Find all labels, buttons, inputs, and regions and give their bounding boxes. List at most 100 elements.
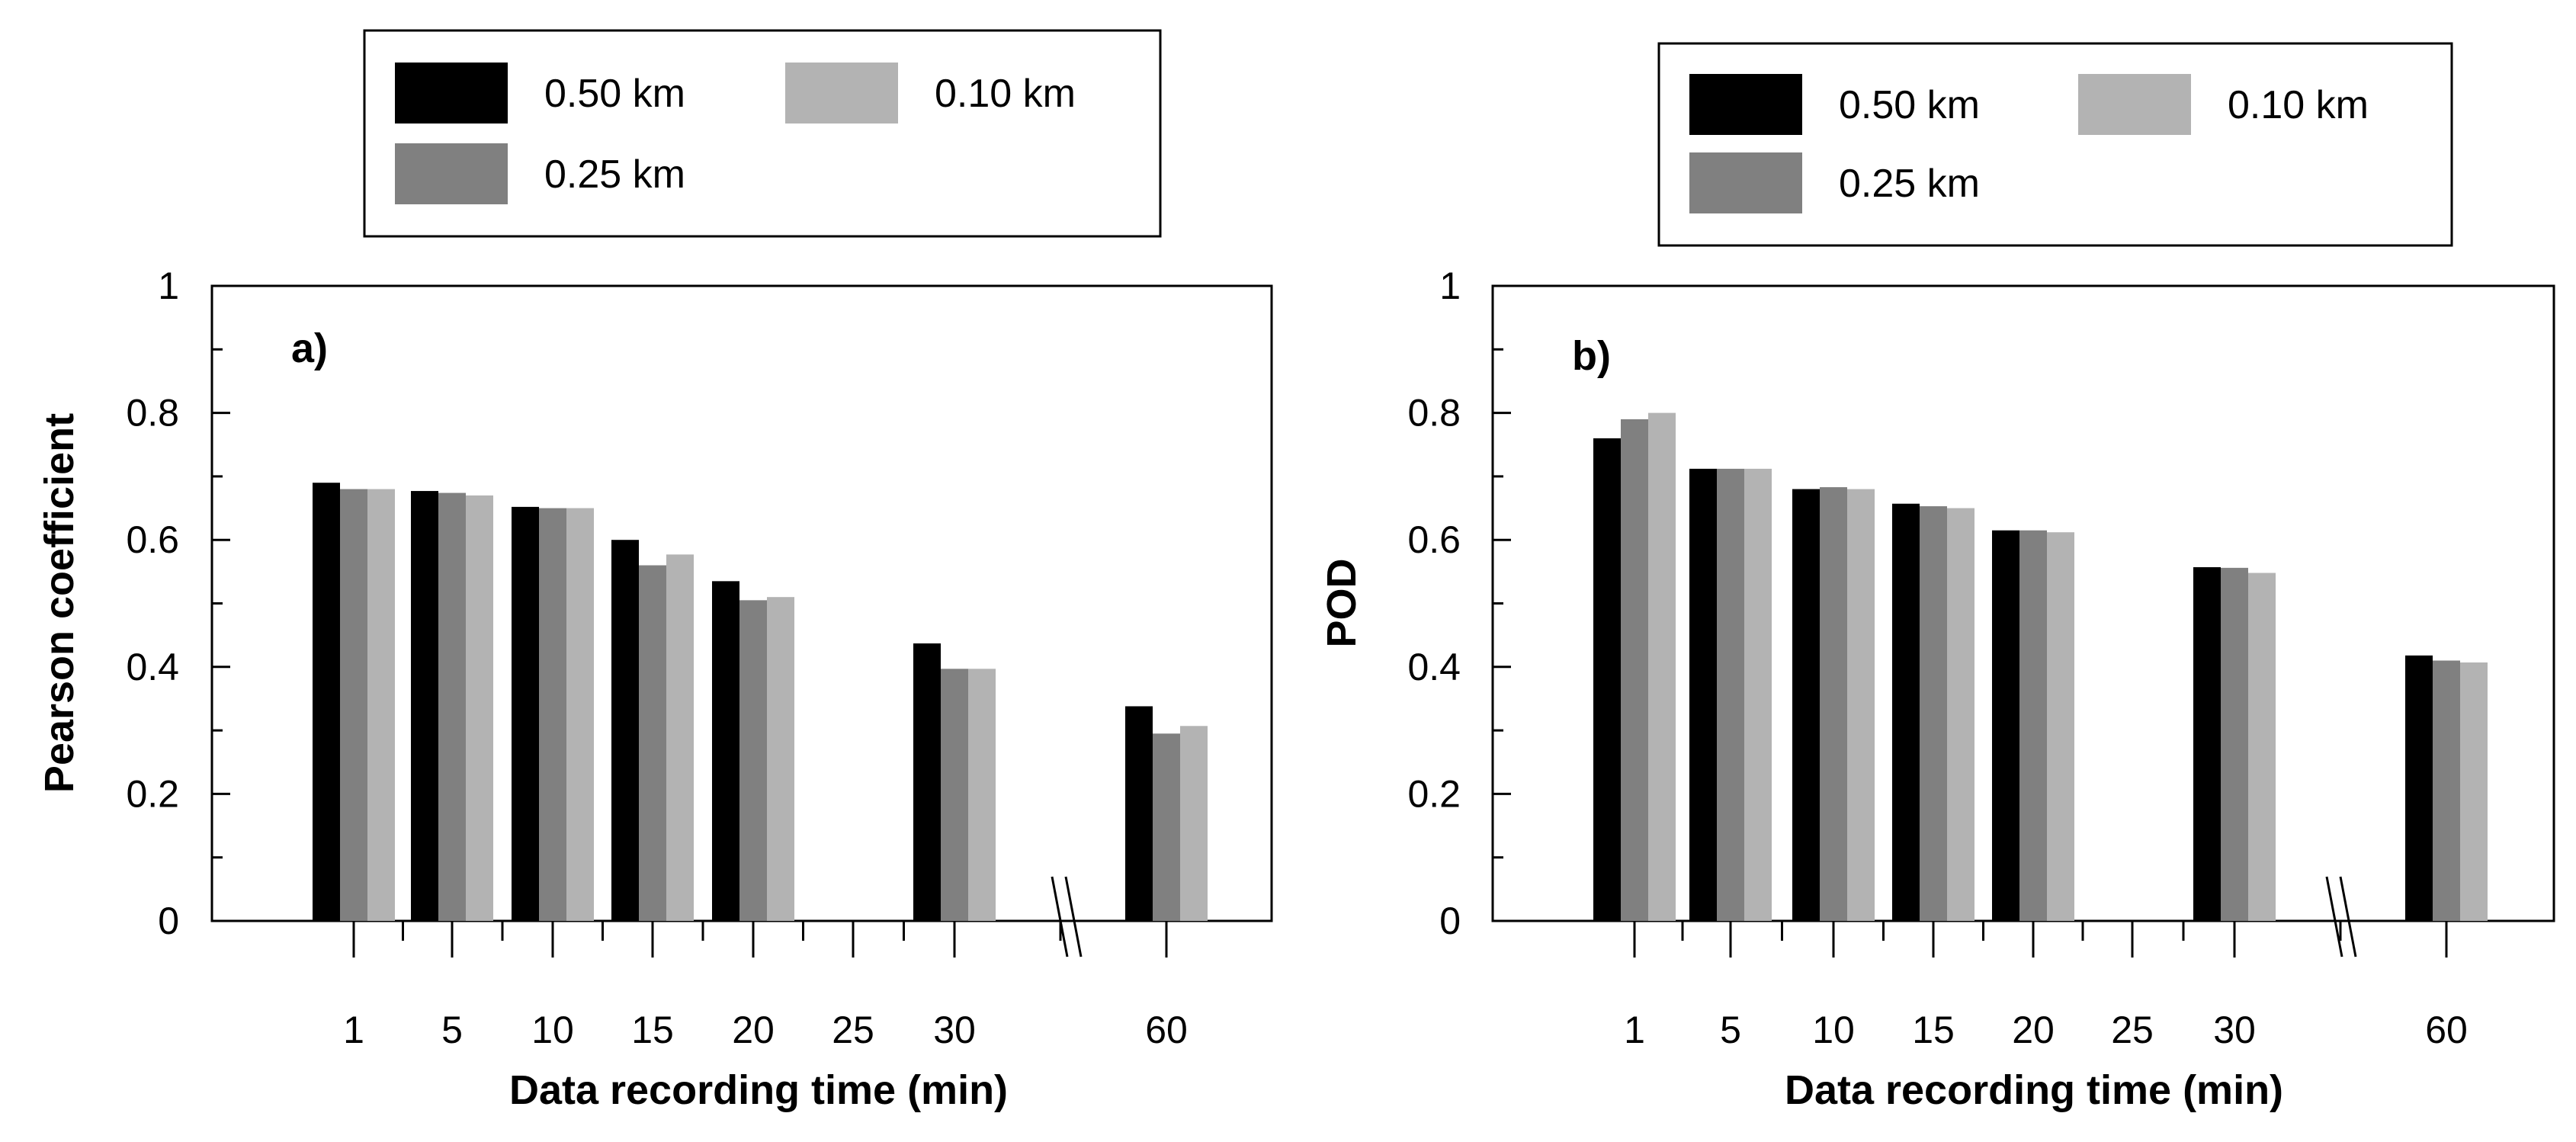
bar-30min-050km <box>2193 567 2221 921</box>
x-tick-label: 25 <box>832 1009 874 1051</box>
bar-30min-025km <box>2221 567 2248 921</box>
bar-20min-010km <box>767 597 794 921</box>
legend-box <box>1657 42 2453 247</box>
bar-15min-025km <box>639 565 666 921</box>
bar-1min-010km <box>367 489 395 921</box>
y-tick-label: 1 <box>1439 265 1461 307</box>
bar-group <box>313 483 1208 921</box>
bar-5min-025km <box>1717 468 1744 921</box>
chart-panel-b: 0.50 km 0.25 km 0.10 km 0 0.2 0.4 0.6 0.8 1 1… <box>1319 42 2555 1113</box>
legend-swatch-010km <box>785 63 898 124</box>
x-tick-label: 1 <box>343 1009 364 1051</box>
legend-label-025km: 0.25 km <box>1839 162 1980 206</box>
bar-15min-010km <box>1947 508 1975 921</box>
bar-5min-010km <box>1744 468 1772 921</box>
y-axis-ticks: 0 0.2 0.4 0.6 0.8 1 <box>1407 265 1511 942</box>
legend-label-050km: 0.50 km <box>544 72 685 116</box>
bar-60min-010km <box>1180 726 1208 921</box>
y-tick-label: 0.8 <box>1407 392 1461 435</box>
bar-15min-050km <box>611 540 639 921</box>
legend-swatch-025km <box>395 143 508 204</box>
panel-label: b) <box>1572 333 1611 379</box>
x-tick-label: 60 <box>2425 1009 2468 1051</box>
y-tick-label: 0 <box>1439 900 1461 942</box>
bar-60min-025km <box>1153 733 1180 921</box>
y-tick-label: 0.2 <box>1407 772 1461 815</box>
x-tick-label: 5 <box>441 1009 463 1051</box>
bar-15min-010km <box>666 554 694 921</box>
x-tick-label: 15 <box>631 1009 674 1051</box>
bar-20min-010km <box>2047 532 2074 921</box>
x-tick-label: 25 <box>2111 1009 2154 1051</box>
bar-20min-050km <box>1992 530 2019 921</box>
bar-15min-025km <box>1920 506 1947 921</box>
bar-1min-025km <box>1621 419 1648 921</box>
axis-break-mark <box>1051 876 1083 958</box>
bar-group <box>1593 412 2488 921</box>
legend-label-010km: 0.10 km <box>2228 83 2369 127</box>
legend: 0.50 km 0.25 km 0.10 km <box>1657 42 2453 247</box>
y-tick-label: 1 <box>158 265 179 307</box>
bar-1min-025km <box>340 489 367 921</box>
bar-20min-025km <box>2019 530 2047 921</box>
bar-15min-050km <box>1892 503 1920 921</box>
x-tick-label: 10 <box>1812 1009 1855 1051</box>
bar-5min-010km <box>466 495 493 921</box>
chart-panel-a: 0.50 km 0.25 km 0.10 km 0 0.2 0.4 0.6 0.8 1 1… <box>37 29 1273 1113</box>
bar-10min-025km <box>539 508 566 921</box>
bar-1min-010km <box>1648 412 1676 921</box>
x-axis-ticks: 1 5 10 15 20 25 30 60 <box>1624 921 2468 1051</box>
legend-label-050km: 0.50 km <box>1839 83 1980 127</box>
bar-10min-050km <box>1792 489 1820 921</box>
x-tick-label: 1 <box>1624 1009 1645 1051</box>
y-tick-label: 0.4 <box>126 646 179 688</box>
x-axis-title: Data recording time (min) <box>1785 1067 2283 1113</box>
x-tick-label: 30 <box>2213 1009 2256 1051</box>
legend-swatch-025km <box>1689 152 1802 213</box>
panel-label: a) <box>291 326 328 371</box>
bar-60min-025km <box>2433 660 2460 921</box>
legend-swatch-050km <box>395 63 508 124</box>
y-tick-label: 0.4 <box>1407 646 1461 688</box>
y-axis-title: POD <box>1319 558 1365 647</box>
x-tick-label: 5 <box>1720 1009 1741 1051</box>
bar-1min-050km <box>313 483 340 921</box>
bar-10min-010km <box>566 508 594 921</box>
legend-box <box>363 29 1162 238</box>
bar-60min-050km <box>1125 706 1153 921</box>
bar-20min-025km <box>739 600 767 921</box>
y-axis-title: Pearson coefficient <box>37 413 82 793</box>
x-tick-label: 30 <box>933 1009 976 1051</box>
y-axis-ticks: 0 0.2 0.4 0.6 0.8 1 <box>126 265 230 942</box>
bar-30min-010km <box>2248 573 2276 921</box>
bar-60min-010km <box>2460 662 2488 921</box>
x-tick-label: 10 <box>531 1009 574 1051</box>
bar-10min-025km <box>1820 487 1847 921</box>
x-tick-label: 20 <box>732 1009 775 1051</box>
y-tick-label: 0.2 <box>126 772 179 815</box>
x-tick-label: 60 <box>1145 1009 1188 1051</box>
bar-20min-050km <box>712 581 739 921</box>
bar-10min-010km <box>1847 489 1875 921</box>
bar-30min-010km <box>968 669 996 921</box>
x-tick-label: 15 <box>1912 1009 1955 1051</box>
x-axis-title: Data recording time (min) <box>509 1067 1008 1113</box>
legend-swatch-010km <box>2078 74 2191 135</box>
y-tick-label: 0.8 <box>126 392 179 435</box>
bar-5min-050km <box>411 491 438 921</box>
x-axis-ticks: 1 5 10 15 20 25 30 60 <box>343 921 1188 1051</box>
y-tick-label: 0.6 <box>126 518 179 561</box>
legend: 0.50 km 0.25 km 0.10 km <box>363 29 1162 238</box>
legend-swatch-050km <box>1689 74 1802 135</box>
bar-5min-025km <box>438 492 466 921</box>
bar-60min-050km <box>2405 655 2433 921</box>
bar-10min-050km <box>512 506 539 921</box>
y-tick-label: 0 <box>158 900 179 942</box>
y-tick-label: 0.6 <box>1407 518 1461 561</box>
bar-1min-050km <box>1593 438 1621 921</box>
legend-label-025km: 0.25 km <box>544 152 685 197</box>
x-tick-label: 20 <box>2012 1009 2055 1051</box>
bar-30min-050km <box>913 643 941 921</box>
bar-30min-025km <box>941 669 968 921</box>
